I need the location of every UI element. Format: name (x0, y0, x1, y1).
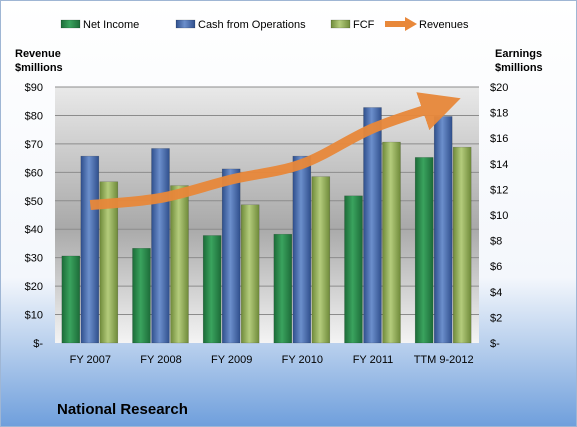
bar-cash-from-operations (363, 107, 382, 344)
x-axis-labels: FY 2007 FY 2008 FY 2009 FY 2010 FY 2011 TTM 9… (70, 354, 474, 366)
right-tick-label: $12 (490, 184, 508, 196)
bar-net-income (61, 255, 81, 344)
bar-fcf (99, 181, 119, 344)
bar-net-income (344, 195, 363, 344)
right-tick-label: $14 (490, 159, 508, 171)
right-axis-label-line1: Earnings (495, 48, 542, 60)
right-tick-label: $16 (490, 133, 508, 145)
revenues-line (89, 92, 461, 211)
revenues-line-group (89, 92, 461, 211)
bars-group (61, 107, 472, 344)
bar-net-income (273, 233, 293, 344)
x-tick-label: FY 2007 (70, 354, 111, 366)
bar-cash-from-operations (151, 148, 170, 344)
right-axis-label-line2: $millions (495, 62, 543, 74)
right-tick-label: $4 (490, 287, 502, 299)
bar-net-income (414, 157, 434, 344)
left-tick-label: $80 (25, 110, 43, 122)
bar-fcf (382, 141, 401, 344)
bar-net-income (132, 248, 151, 344)
legend-label-cash-from-operations: Cash from Operations (198, 19, 306, 31)
x-tick-label: FY 2011 (353, 354, 394, 366)
bar-fcf (311, 176, 331, 344)
left-tick-label: $10 (25, 310, 43, 322)
legend-label-revenues: Revenues (419, 19, 469, 31)
legend-arrowhead-revenues (405, 17, 417, 31)
right-tick-label: $20 (490, 82, 508, 94)
bar-cash-from-operations (80, 155, 100, 344)
left-tick-label: $- (33, 338, 43, 350)
right-tick-label: $6 (490, 261, 502, 273)
bar-cash-from-operations (433, 116, 453, 344)
left-tick-label: $60 (25, 167, 43, 179)
legend-swatch-fcf (330, 19, 351, 29)
right-tick-label: $- (490, 338, 500, 350)
left-tick-label: $50 (25, 196, 43, 208)
bar-cash-from-operations (221, 168, 241, 344)
right-axis-ticks: $- $2 $4 $6 $8 $10 $12 $14 $16 $18 $20 (490, 82, 508, 350)
legend-swatch-cash-from-operations (175, 19, 196, 29)
left-tick-label: $20 (25, 281, 43, 293)
bar-fcf (170, 185, 189, 344)
legend-swatch-net-income (60, 19, 81, 29)
bar-fcf (240, 204, 260, 344)
bar-net-income (202, 235, 222, 344)
legend-label-fcf: FCF (353, 19, 375, 31)
left-axis-ticks: $- $10 $20 $30 $40 $50 $60 $70 $80 $90 (25, 82, 44, 350)
x-tick-label: FY 2009 (211, 354, 252, 366)
right-tick-label: $10 (490, 210, 508, 222)
bar-fcf (452, 146, 472, 344)
right-tick-label: $2 (490, 312, 502, 324)
left-tick-label: $90 (25, 82, 43, 94)
left-tick-label: $70 (25, 139, 43, 151)
left-axis-label-line1: Revenue (15, 48, 61, 60)
left-tick-label: $30 (25, 253, 43, 265)
left-axis-label-line2: $millions (15, 62, 63, 74)
x-tick-label: FY 2008 (140, 354, 181, 366)
right-tick-label: $8 (490, 236, 502, 248)
chart-title: National Research (57, 401, 188, 418)
right-tick-label: $18 (490, 108, 508, 120)
x-tick-label: FY 2010 (282, 354, 323, 366)
left-tick-label: $40 (25, 224, 43, 236)
x-tick-label: TTM 9-2012 (414, 354, 474, 366)
bar-cash-from-operations (292, 155, 312, 344)
legend: Net Income Cash from Operations FCF Revenue… (60, 17, 469, 31)
legend-label-net-income: Net Income (83, 19, 139, 31)
plot-area (55, 87, 479, 343)
